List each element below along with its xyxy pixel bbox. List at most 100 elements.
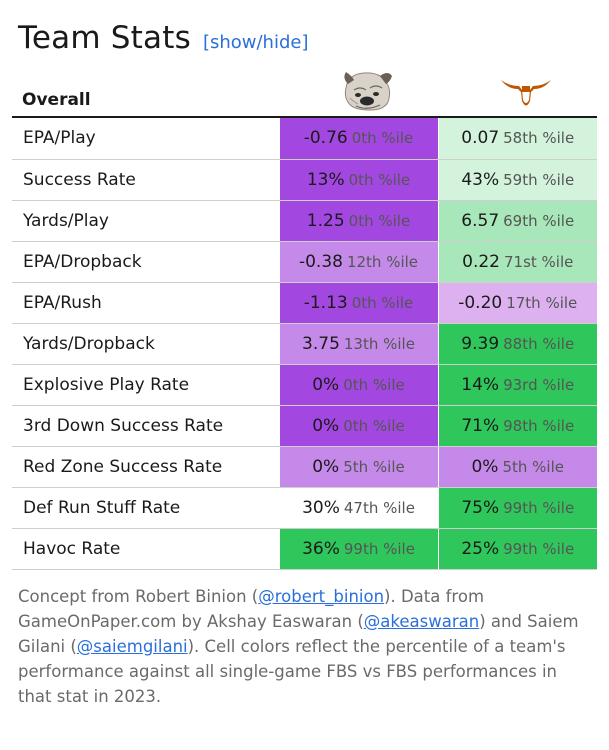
team-b-cell: -0.20 17th %ile <box>437 282 597 324</box>
stat-value: 36% <box>302 538 340 559</box>
stat-value: 0.22 <box>462 251 500 272</box>
percentile-value: 71st %ile <box>503 252 574 271</box>
stat-name: Yards/Dropback <box>12 323 279 365</box>
akeaswaran-link[interactable]: @akeaswaran <box>363 612 480 631</box>
percentile-value: 99th %ile <box>343 539 415 558</box>
footer-text-3: ) and Saiem Gilani ( <box>18 612 579 656</box>
percentile-value: 12th %ile <box>346 252 419 271</box>
percentile-value: 88th %ile <box>503 334 575 353</box>
stats-table: EPA/Play -0.76 0th %ile 0.07 58th %ile Succes… <box>12 118 597 570</box>
table-row: EPA/Dropback -0.38 12th %ile 0.22 71st %ile <box>12 241 597 283</box>
table-row: Yards/Dropback 3.75 13th %ile 9.39 88th %ile <box>12 323 597 365</box>
stat-name: EPA/Rush <box>12 282 279 324</box>
stats-table-body: EPA/Play -0.76 0th %ile 0.07 58th %ile Succes… <box>12 118 597 570</box>
percentile-value: 0th %ile <box>343 375 405 394</box>
team-b-cell: 9.39 88th %ile <box>437 323 597 365</box>
stat-value: 0% <box>312 456 340 477</box>
team-b-cell: 71% 98th %ile <box>437 405 597 447</box>
percentile-value: 13th %ile <box>343 334 415 353</box>
stat-value: 75% <box>461 497 500 518</box>
percentile-value: 0th %ile <box>351 129 414 148</box>
stat-value: 43% <box>461 169 500 190</box>
team-a-cell: 30% 47th %ile <box>278 487 438 529</box>
team-a-cell: -0.76 0th %ile <box>278 118 438 160</box>
percentile-value: 0th %ile <box>348 211 411 230</box>
percentile-value: 47th %ile <box>343 498 415 517</box>
saiemgilani-link[interactable]: @saiemgilani <box>76 637 188 656</box>
stat-value: 14% <box>461 374 500 395</box>
stat-value: -0.20 <box>458 292 503 313</box>
team-a-cell: 0% 0th %ile <box>278 405 438 447</box>
table-row: EPA/Rush -1.13 0th %ile -0.20 17th %ile <box>12 282 597 324</box>
percentile-value: 5th %ile <box>343 457 405 476</box>
stat-name: 3rd Down Success Rate <box>12 405 279 447</box>
team-b-cell: 6.57 69th %ile <box>437 200 597 242</box>
percentile-value: 58th %ile <box>503 129 575 148</box>
team-a-cell: -0.38 12th %ile <box>278 241 438 283</box>
team-a-cell: 0% 5th %ile <box>278 446 438 488</box>
stat-name: Red Zone Success Rate <box>12 446 279 488</box>
team-a-cell: 0% 0th %ile <box>278 364 438 406</box>
stat-name: Havoc Rate <box>12 528 279 570</box>
team-a-cell: 1.25 0th %ile <box>278 200 438 242</box>
percentile-value: 0th %ile <box>351 293 414 312</box>
table-row: EPA/Play -0.76 0th %ile 0.07 58th %ile <box>12 118 597 160</box>
percentile-value: 69th %ile <box>503 211 575 230</box>
stat-value: 0.07 <box>461 128 500 149</box>
percentile-value: 93rd %ile <box>503 375 575 394</box>
percentile-value: 99th %ile <box>503 498 575 517</box>
table-row: Red Zone Success Rate 0% 5th %ile 0% 5th %il… <box>12 446 597 488</box>
show-hide-toggle[interactable]: [show/hide] <box>202 32 309 53</box>
stat-value: -1.13 <box>303 292 348 313</box>
team-b-cell: 0.07 58th %ile <box>437 118 597 160</box>
team-b-cell: 0% 5th %ile <box>437 446 597 488</box>
stat-value: 3.75 <box>302 333 340 354</box>
stat-value: 1.25 <box>306 210 345 231</box>
stat-name: Def Run Stuff Rate <box>12 487 279 529</box>
table-row: Explosive Play Rate 0% 0th %ile 14% 93rd %il… <box>12 364 597 406</box>
page-title: Team Stats <box>18 20 191 56</box>
footer-note: Concept from Robert Binion (@robert_bini… <box>18 584 594 709</box>
team-a-cell: 13% 0th %ile <box>278 159 438 201</box>
title-row: Team Stats [show/hide] <box>18 20 308 64</box>
stat-value: 25% <box>461 538 500 559</box>
percentile-value: 99th %ile <box>503 539 575 558</box>
stat-name: Explosive Play Rate <box>12 364 279 406</box>
stat-value: 0% <box>312 374 340 395</box>
percentile-value: 98th %ile <box>503 416 575 435</box>
footer-text-4: ). Cell colors reflect the percentile of… <box>18 637 566 706</box>
table-row: Success Rate 13% 0th %ile 43% 59th %ile <box>12 159 597 201</box>
table-row: Def Run Stuff Rate 30% 47th %ile 75% 99th %i… <box>12 487 597 529</box>
team-a-cell: -1.13 0th %ile <box>278 282 438 324</box>
robert-binion-link[interactable]: @robert_binion <box>258 587 385 606</box>
footer-text-2: ). Data from GameOnPaper.com by Akshay E… <box>18 587 485 631</box>
bulldog-icon <box>344 72 392 111</box>
table-row: Havoc Rate 36% 99th %ile 25% 99th %ile <box>12 528 597 570</box>
table-header: Overall <box>12 64 597 118</box>
table-row: Yards/Play 1.25 0th %ile 6.57 69th %ile <box>12 200 597 242</box>
team-b-cell: 75% 99th %ile <box>437 487 597 529</box>
percentile-value: 0th %ile <box>343 416 405 435</box>
table-row: 3rd Down Success Rate 0% 0th %ile 71% 98th %… <box>12 405 597 447</box>
stat-value: 13% <box>306 169 345 190</box>
percentile-value: 0th %ile <box>348 170 411 189</box>
team-b-cell: 43% 59th %ile <box>437 159 597 201</box>
stat-name: Success Rate <box>12 159 279 201</box>
percentile-value: 17th %ile <box>506 293 578 312</box>
team-b-cell: 14% 93rd %ile <box>437 364 597 406</box>
team-a-cell: 3.75 13th %ile <box>278 323 438 365</box>
footer-text-1: Concept from Robert Binion ( <box>18 587 259 606</box>
stat-value: 0% <box>312 415 340 436</box>
stat-name: Yards/Play <box>12 200 279 242</box>
stat-value: 6.57 <box>461 210 500 231</box>
team-a-cell: 36% 99th %ile <box>278 528 438 570</box>
section-label: Overall <box>22 90 91 110</box>
stat-value: -0.38 <box>298 251 343 272</box>
stat-value: 9.39 <box>461 333 500 354</box>
stat-value: 30% <box>302 497 340 518</box>
stat-value: 71% <box>461 415 500 436</box>
percentile-value: 59th %ile <box>503 170 575 189</box>
percentile-value: 5th %ile <box>502 457 564 476</box>
longhorn-icon <box>501 80 551 106</box>
team-b-cell: 0.22 71st %ile <box>437 241 597 283</box>
